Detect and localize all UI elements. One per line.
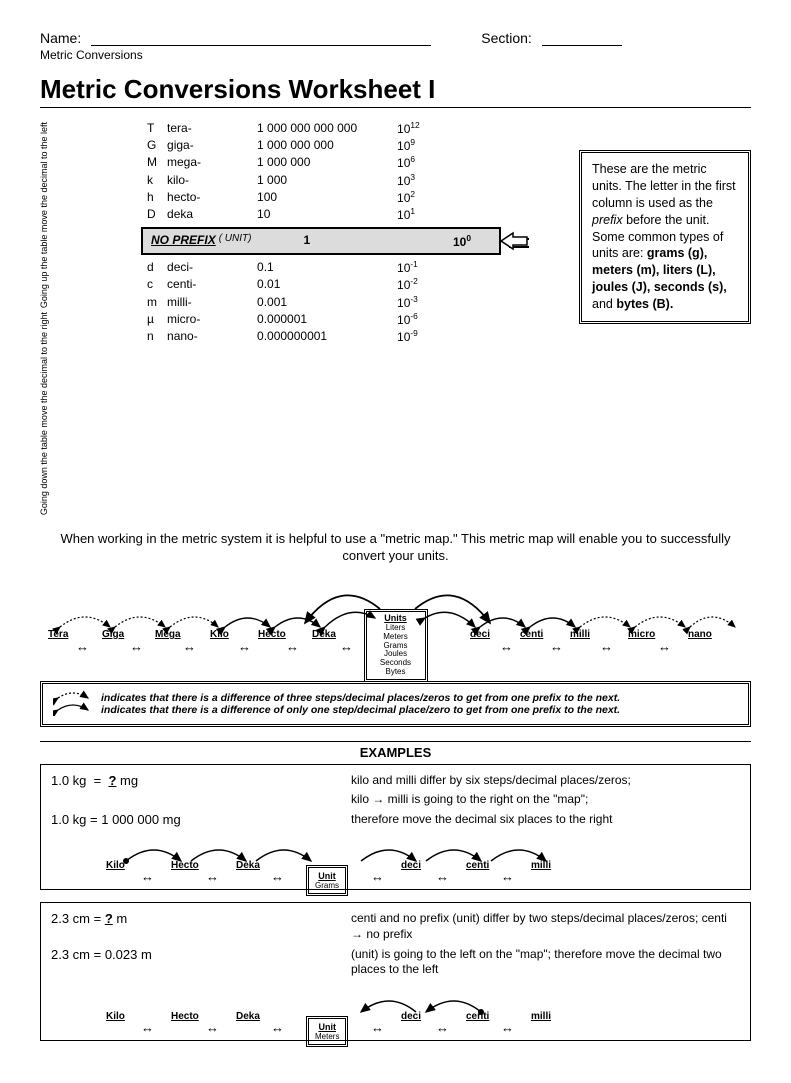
example-1: 1.0 kg = ? mg kilo and milli differ by s…	[40, 764, 751, 891]
legend-arrows-icon	[53, 690, 93, 718]
ex2-note2: (unit) is going to the left on the "map"…	[351, 947, 740, 978]
ex1-note3: therefore move the decimal six places to…	[351, 812, 740, 828]
dbl-arrow-icon: ↔	[183, 639, 196, 654]
example-2: 2.3 cm = ? m centi and no prefix (unit) …	[40, 902, 751, 1040]
map-item: milli	[570, 629, 590, 640]
title-rule	[40, 107, 751, 108]
dbl-arrow-icon: ↔	[600, 639, 613, 654]
map-item: Deka	[312, 629, 336, 640]
dbl-arrow-icon: ↔	[550, 639, 563, 654]
mini-unit-box: Unit Grams	[306, 865, 348, 896]
section-label: Section:	[481, 30, 532, 46]
map-item: Giga	[102, 629, 124, 640]
dbl-arrow-icon: ↔	[340, 639, 353, 654]
prefix-row: h hecto- 100 102	[137, 189, 531, 206]
examples-header: EXAMPLES	[40, 741, 751, 760]
legend-line2: indicates that there is a difference of …	[101, 704, 620, 716]
ex2-q1: 2.3 cm = ? m	[51, 911, 331, 942]
map-item: Tera	[48, 629, 68, 640]
mini-unit-box: Unit Meters	[306, 1016, 348, 1047]
mini-item: Deka	[236, 1011, 260, 1022]
ex1-arrows	[106, 831, 706, 879]
vlabel-down: Going down the table move the decimal to…	[40, 310, 129, 517]
ex1-q1: 1.0 kg = ? mg	[51, 773, 331, 789]
mini-item: centi	[466, 860, 489, 871]
map-item: micro	[628, 629, 655, 640]
info-box: These are the metric units. The letter i…	[579, 150, 751, 324]
prefix-row: k kilo- 1 000 103	[137, 172, 531, 189]
no-prefix-row: NO PREFIX ( UNIT) 1 100	[141, 227, 501, 255]
map-item: deci	[470, 629, 490, 640]
units-box: Units LitersMetersGramsJoulesSecondsByte…	[364, 609, 428, 682]
prefix-row: D deka 10 101	[137, 206, 531, 223]
dbl-arrow-icon: ↔	[238, 639, 251, 654]
map-item: centi	[520, 629, 543, 640]
legend-line1: indicates that there is a difference of …	[101, 692, 620, 704]
prefix-table: T tera- 1 000 000 000 000 1012 G giga- 1…	[137, 120, 531, 517]
mini-item: Deka	[236, 860, 260, 871]
dbl-arrow-icon: ↔	[286, 639, 299, 654]
mini-item: centi	[466, 1011, 489, 1022]
ex1-note2: kilo → milli is going to the right on th…	[351, 792, 740, 808]
ex1-note1: kilo and milli differ by six steps/decim…	[351, 773, 740, 789]
prefix-row: m milli- 0.001 10-3	[137, 294, 531, 311]
ex1-q2: 1.0 kg = 1 000 000 mg	[51, 812, 331, 828]
dbl-arrow-icon: ↔	[76, 639, 89, 654]
name-label: Name:	[40, 30, 81, 46]
dbl-arrow-icon: ↔	[130, 639, 143, 654]
dbl-arrow-icon: ↔	[658, 639, 671, 654]
dbl-arrow-icon: ↔	[500, 639, 513, 654]
prefix-row: T tera- 1 000 000 000 000 1012	[137, 120, 531, 137]
mini-item: deci	[401, 860, 421, 871]
subtitle: Metric Conversions	[40, 48, 751, 62]
name-blank	[91, 30, 431, 46]
prefix-row: M mega- 1 000 000 106	[137, 154, 531, 171]
prefix-row: G giga- 1 000 000 000 109	[137, 137, 531, 154]
mini-item: milli	[531, 860, 551, 871]
prefix-row: d deci- 0.1 10-1	[137, 259, 531, 276]
mini-item: deci	[401, 1011, 421, 1022]
mini-item: milli	[531, 1011, 551, 1022]
mini-item: Hecto	[171, 1011, 199, 1022]
header-row: Name: Section:	[40, 30, 751, 46]
prefix-row: n nano- 0.000000001 10-9	[137, 328, 531, 345]
map-item: Kilo	[210, 629, 229, 640]
mini-item: Hecto	[171, 860, 199, 871]
vlabel-up: Going up the table move the decimal to t…	[40, 120, 129, 310]
arrow-left-icon	[501, 232, 531, 250]
ex2-q2: 2.3 cm = 0.023 m	[51, 947, 331, 978]
prefix-row: µ micro- 0.000001 10-6	[137, 311, 531, 328]
section-blank	[542, 30, 622, 46]
ex2-arrows	[106, 982, 706, 1030]
legend-box: indicates that there is a difference of …	[40, 681, 751, 727]
map-item: nano	[688, 629, 712, 640]
metric-map: Tera↔Giga↔Mega↔Kilo↔Hecto↔Deka↔deci↔cent…	[40, 573, 751, 673]
mini-item: Kilo	[106, 1011, 125, 1022]
page-title: Metric Conversions Worksheet I	[40, 74, 751, 105]
map-item: Mega	[155, 629, 181, 640]
intro-text: When working in the metric system it is …	[40, 531, 751, 565]
mini-item: Kilo	[106, 860, 125, 871]
prefix-row: c centi- 0.01 10-2	[137, 276, 531, 293]
map-item: Hecto	[258, 629, 286, 640]
ex2-note1: centi and no prefix (unit) differ by two…	[351, 911, 740, 942]
